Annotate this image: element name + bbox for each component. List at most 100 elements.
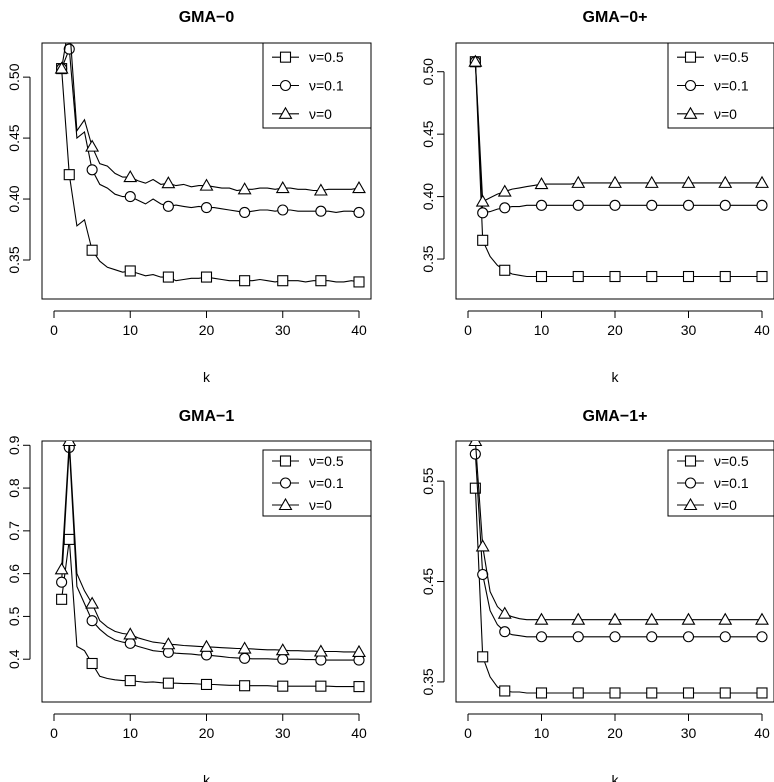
data-point-circle — [86, 164, 98, 176]
data-point-triangle — [534, 177, 549, 190]
data-point-circle — [239, 652, 251, 664]
panel-3: GMA−10 10 20 30 40k0.40.50.60.70.80.9ν=0.5ν=… — [6, 408, 372, 782]
data-point-triangle — [475, 539, 490, 552]
x-tick-label: 40 — [351, 725, 367, 741]
data-point-square — [469, 482, 481, 494]
data-point-square — [63, 533, 75, 545]
data-point-square — [756, 270, 768, 283]
panel-title: GMA−1+ — [583, 408, 648, 425]
x-tick-label: 10 — [122, 322, 138, 338]
data-point-circle — [162, 200, 174, 212]
data-point-triangle — [54, 562, 69, 575]
x-tick-label: 0 — [464, 322, 472, 338]
data-point-circle — [719, 631, 731, 643]
data-point-triangle — [755, 612, 769, 625]
x-tick-label: 30 — [681, 725, 697, 741]
series-line-square — [474, 488, 762, 694]
x-tick-label: 20 — [199, 725, 215, 741]
x-tick-label: 10 — [534, 322, 550, 338]
data-point-circle — [239, 206, 251, 218]
data-point-square — [609, 270, 621, 283]
series-square — [56, 533, 365, 693]
x-tick-label: 30 — [275, 725, 291, 741]
x-tick-label: 0 — [464, 725, 472, 741]
data-point-circle — [499, 202, 511, 214]
plot-frame — [455, 42, 774, 300]
legend-marker-circle — [684, 477, 697, 489]
y-tick-label: 0.35 — [420, 245, 436, 272]
plot-frame — [41, 42, 372, 300]
legend-marker-square — [684, 51, 697, 63]
legend-marker-circle — [279, 477, 292, 489]
data-point-circle — [200, 202, 213, 214]
data-point-triangle — [123, 627, 138, 640]
y-tick-label: 0.35 — [6, 246, 22, 273]
data-point-square — [499, 685, 511, 697]
legend-marker-square — [279, 51, 292, 63]
data-point-triangle — [313, 183, 328, 196]
legend-label-circle: ν=0.1 — [309, 475, 344, 491]
data-point-square — [535, 270, 548, 283]
data-point-circle — [86, 615, 98, 627]
data-point-square — [200, 678, 213, 691]
series-triangle — [54, 441, 366, 657]
data-point-circle — [646, 631, 658, 643]
y-tick-label: 0.45 — [420, 120, 436, 147]
data-point-triangle — [718, 612, 733, 625]
x-tick-label: 10 — [122, 725, 138, 741]
data-point-triangle — [468, 54, 483, 67]
legend-marker-square — [684, 455, 697, 467]
panel-1: GMA−00 10 20 30 40k0.350.400.450.50ν=0.5ν=0.… — [6, 9, 372, 385]
legend-label-circle: ν=0.1 — [714, 78, 749, 94]
data-point-circle — [353, 206, 365, 218]
data-point-square — [277, 275, 289, 287]
x-tick-label: 40 — [754, 725, 770, 741]
data-point-circle — [646, 199, 658, 211]
x-axis-label: k — [203, 369, 211, 385]
y-tick-label: 0.40 — [6, 185, 22, 212]
data-point-square — [572, 687, 584, 699]
y-tick-label: 0.40 — [420, 183, 436, 210]
data-point-triangle — [161, 176, 176, 189]
x-tick-label: 20 — [199, 322, 215, 338]
legend-label-triangle: ν=0 — [309, 497, 332, 513]
data-point-triangle — [237, 641, 252, 654]
x-tick-label: 30 — [681, 322, 697, 338]
data-point-circle — [719, 199, 731, 211]
legend-marker-circle — [684, 79, 697, 92]
data-point-circle — [56, 576, 68, 588]
data-point-circle — [477, 207, 489, 219]
series-triangle — [54, 43, 366, 196]
data-point-circle — [535, 199, 548, 211]
data-point-triangle — [199, 639, 214, 652]
legend-marker-square — [279, 455, 292, 467]
data-point-triangle — [608, 175, 622, 188]
data-point-square — [719, 270, 731, 283]
data-point-circle — [535, 631, 548, 643]
data-point-triangle — [275, 643, 290, 656]
y-tick-label: 0.4 — [6, 649, 22, 669]
data-point-triangle — [571, 175, 586, 188]
series-circle — [56, 43, 365, 218]
panel-title: GMA−1 — [179, 408, 235, 425]
data-point-square — [682, 687, 695, 699]
data-point-square — [124, 265, 136, 277]
data-point-circle — [572, 631, 584, 643]
data-point-triangle — [352, 644, 366, 657]
data-point-circle — [315, 654, 327, 666]
legend-label-triangle: ν=0 — [309, 106, 332, 122]
data-point-circle — [609, 631, 621, 643]
x-tick-label: 20 — [607, 725, 623, 741]
data-point-square — [86, 244, 98, 256]
data-point-triangle — [161, 637, 176, 650]
data-point-triangle — [681, 612, 696, 625]
legend-label-circle: ν=0.1 — [714, 475, 749, 491]
plot-frame — [41, 440, 372, 703]
data-point-square — [239, 275, 251, 287]
data-point-circle — [315, 205, 327, 217]
data-point-circle — [572, 199, 584, 211]
legend-marker-triangle — [683, 106, 698, 119]
data-point-square — [315, 275, 327, 287]
series-square — [469, 482, 768, 699]
